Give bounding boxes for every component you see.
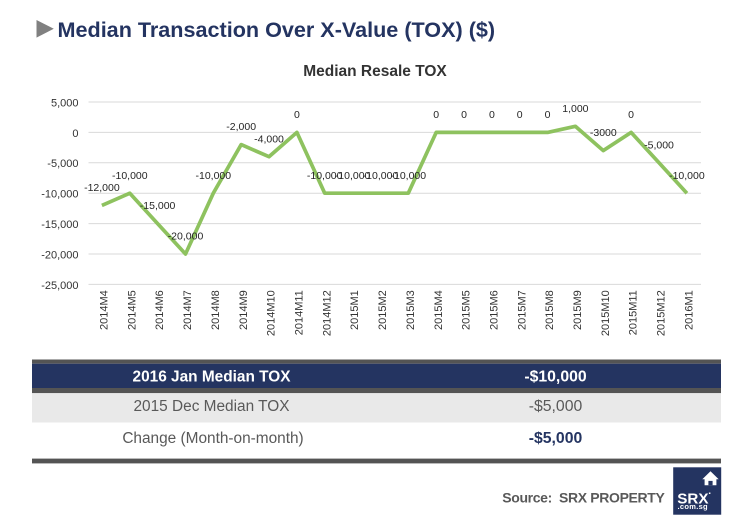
svg-text:-20,000: -20,000 [168, 231, 204, 243]
svg-text:-12,000: -12,000 [84, 182, 120, 194]
svg-text:-10,000: -10,000 [195, 170, 231, 182]
svg-text:-10,000: -10,000 [307, 170, 343, 182]
svg-text:2015M8: 2015M8 [544, 290, 556, 330]
svg-text:-20,000: -20,000 [41, 249, 78, 261]
svg-text:-10,000: -10,000 [41, 189, 78, 201]
svg-text:2014M4: 2014M4 [99, 290, 111, 330]
svg-text:2014M11: 2014M11 [294, 290, 306, 335]
svg-text:-4,000: -4,000 [254, 133, 284, 145]
svg-text:2016 Jan Median TOX: 2016 Jan Median TOX [133, 368, 292, 385]
svg-text:0: 0 [545, 109, 551, 121]
svg-text:2015M11: 2015M11 [628, 290, 640, 335]
svg-text:-10,000: -10,000 [669, 170, 705, 182]
svg-text:-10,000: -10,000 [112, 170, 148, 182]
svg-text:5,000: 5,000 [51, 97, 79, 109]
svg-text:2015M5: 2015M5 [461, 290, 473, 330]
svg-text:-5,000: -5,000 [644, 139, 674, 151]
svg-text:0: 0 [628, 109, 634, 121]
svg-text:-$5,000: -$5,000 [529, 430, 583, 447]
svg-text:0: 0 [461, 109, 467, 121]
svg-text:2014M12: 2014M12 [321, 290, 333, 336]
svg-text:-$5,000: -$5,000 [529, 398, 583, 415]
svg-text:0: 0 [489, 109, 495, 121]
svg-text:-10,000: -10,000 [390, 170, 426, 182]
svg-text:0: 0 [294, 109, 300, 121]
svg-text:2014M9: 2014M9 [238, 290, 250, 330]
svg-text:-3000: -3000 [590, 127, 617, 139]
svg-text:2015M2: 2015M2 [377, 290, 389, 330]
svg-text:2014M7: 2014M7 [182, 290, 194, 330]
svg-text:Median Resale TOX: Median Resale TOX [303, 63, 447, 80]
svg-text:-10,000: -10,000 [363, 170, 399, 182]
svg-text:2015M6: 2015M6 [489, 290, 501, 330]
svg-text:2015M4: 2015M4 [433, 290, 445, 330]
svg-text:2015 Dec Median TOX: 2015 Dec Median TOX [134, 398, 290, 415]
svg-text:-2,000: -2,000 [226, 121, 256, 133]
svg-text:2015M7: 2015M7 [516, 290, 528, 330]
svg-text:-10,000: -10,000 [335, 170, 371, 182]
svg-text:2014M8: 2014M8 [210, 290, 222, 330]
svg-text:-5,000: -5,000 [47, 158, 78, 170]
svg-text:-15,000: -15,000 [41, 219, 78, 231]
svg-text:2015M12: 2015M12 [656, 290, 668, 336]
svg-text:SRX: SRX [677, 491, 708, 508]
svg-text:2015M9: 2015M9 [572, 290, 584, 330]
svg-text:Median Transaction Over X-Valu: Median Transaction Over X-Value (TOX) ($… [58, 17, 496, 42]
svg-text:Change (Month-on-month): Change (Month-on-month) [122, 430, 303, 447]
svg-text:2014M5: 2014M5 [126, 290, 138, 330]
svg-text:2015M3: 2015M3 [405, 290, 417, 330]
svg-text:2015M10: 2015M10 [600, 290, 612, 336]
svg-text:2016M1: 2016M1 [684, 290, 696, 330]
svg-text:2015M1: 2015M1 [349, 290, 361, 330]
svg-text:0: 0 [72, 128, 78, 140]
svg-text:2014M10: 2014M10 [266, 290, 278, 336]
svg-text:0: 0 [433, 109, 439, 121]
svg-text:Source: SRX PROPERTY: Source: SRX PROPERTY [502, 490, 665, 506]
svg-text:0: 0 [517, 109, 523, 121]
svg-text:1,000: 1,000 [562, 103, 588, 115]
svg-text:-15,000: -15,000 [140, 200, 176, 212]
svg-text:-$10,000: -$10,000 [524, 368, 587, 385]
svg-text:-25,000: -25,000 [41, 280, 78, 292]
svg-text:.com.sg: .com.sg [678, 502, 709, 511]
svg-text:2014M6: 2014M6 [154, 290, 166, 330]
